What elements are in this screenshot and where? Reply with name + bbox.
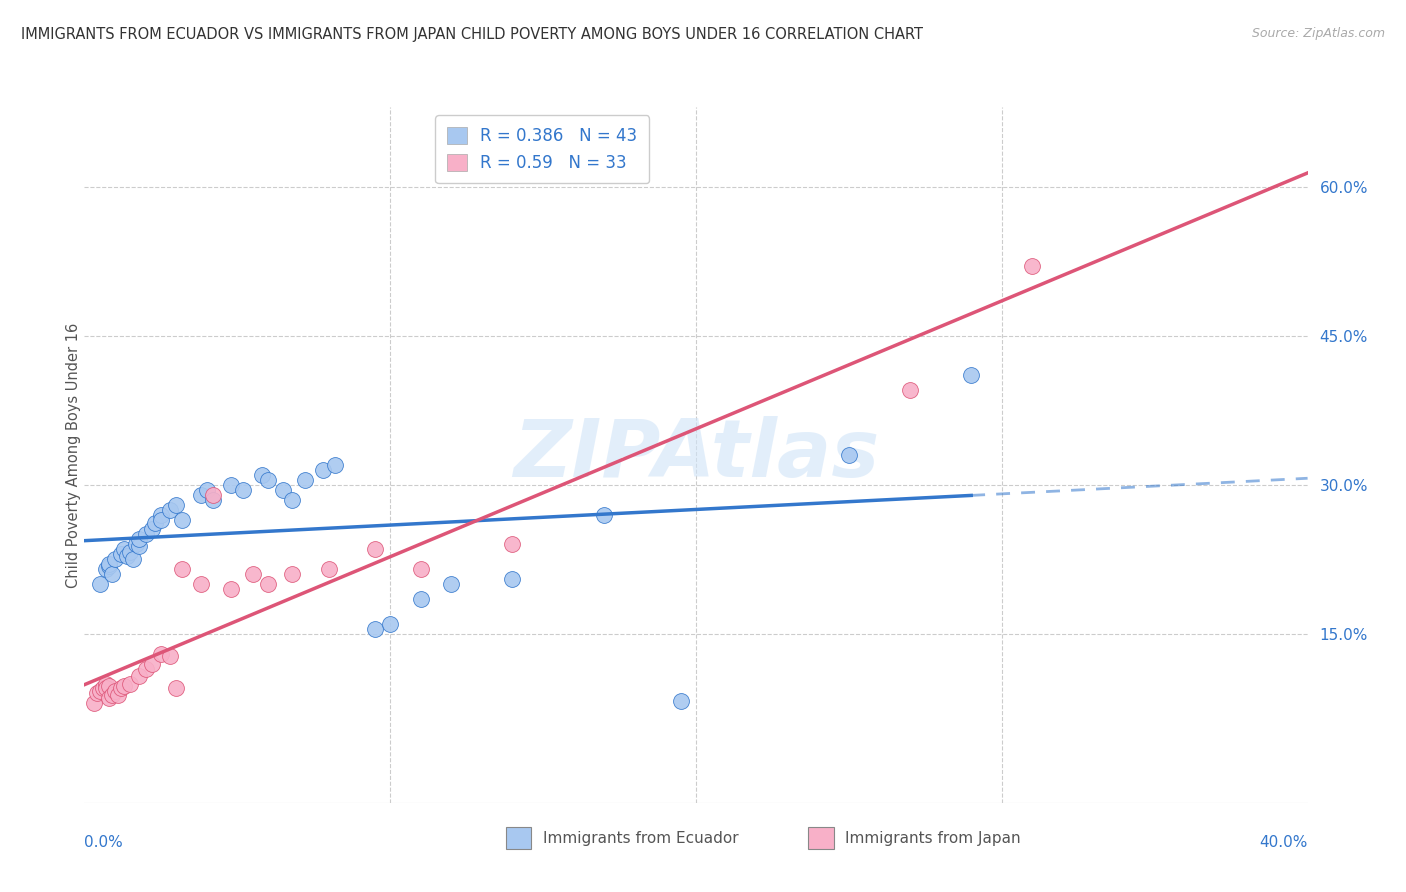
Point: [110, 547, 132, 561]
Text: Immigrants from Ecuador: Immigrants from Ecuador: [543, 831, 738, 846]
Point: [110, 681, 132, 696]
Point: [364, 542, 387, 557]
Point: [380, 616, 402, 631]
Point: [97, 558, 120, 572]
Point: [112, 542, 135, 557]
Point: [165, 681, 187, 696]
Text: 0.0%: 0.0%: [84, 836, 124, 850]
Point: [281, 567, 304, 582]
Point: [294, 473, 316, 487]
Point: [281, 492, 304, 507]
Point: [323, 458, 346, 472]
Point: [97, 691, 120, 706]
Point: [86, 686, 108, 700]
Point: [94, 562, 117, 576]
Point: [172, 562, 194, 576]
Point: [125, 537, 148, 551]
Legend: R = 0.386   N = 43, R = 0.59   N = 33: R = 0.386 N = 43, R = 0.59 N = 33: [436, 115, 650, 184]
Point: [89, 577, 111, 591]
Text: IMMIGRANTS FROM ECUADOR VS IMMIGRANTS FROM JAPAN CHILD POVERTY AMONG BOYS UNDER : IMMIGRANTS FROM ECUADOR VS IMMIGRANTS FR…: [21, 27, 924, 42]
Point: [83, 697, 105, 711]
Point: [141, 523, 163, 537]
Point: [128, 540, 150, 554]
Point: [91, 681, 114, 696]
Point: [135, 662, 157, 676]
Point: [141, 657, 163, 671]
Point: [409, 592, 432, 607]
Point: [97, 559, 120, 574]
Point: [94, 681, 117, 696]
Point: [101, 567, 124, 582]
Point: [149, 647, 172, 661]
Point: [669, 694, 692, 708]
Point: [219, 477, 242, 491]
Point: [120, 676, 142, 690]
Point: [195, 483, 218, 497]
Point: [593, 508, 616, 522]
Point: [159, 502, 181, 516]
Point: [128, 668, 150, 682]
Point: [257, 577, 280, 591]
Point: [201, 492, 224, 507]
Point: [128, 533, 150, 547]
Point: [104, 684, 127, 698]
Point: [440, 577, 463, 591]
Point: [115, 549, 138, 564]
Point: [232, 483, 254, 497]
Point: [101, 689, 124, 703]
Point: [318, 562, 340, 576]
Point: [502, 537, 524, 551]
Text: 40.0%: 40.0%: [1260, 836, 1308, 850]
Y-axis label: Child Poverty Among Boys Under 16: Child Poverty Among Boys Under 16: [66, 322, 80, 588]
Point: [122, 552, 145, 566]
Text: Source: ZipAtlas.com: Source: ZipAtlas.com: [1251, 27, 1385, 40]
Point: [120, 545, 142, 559]
Point: [143, 516, 166, 530]
Point: [960, 368, 983, 383]
Point: [112, 679, 135, 693]
Point: [159, 648, 181, 663]
Point: [149, 512, 172, 526]
Point: [201, 488, 224, 502]
Point: [250, 467, 273, 482]
Point: [190, 577, 212, 591]
Point: [94, 676, 117, 690]
Point: [257, 473, 280, 487]
Point: [172, 512, 194, 526]
Point: [364, 622, 387, 636]
Point: [1021, 259, 1043, 273]
Point: [312, 463, 335, 477]
Point: [104, 552, 127, 566]
Point: [409, 562, 432, 576]
Point: [165, 498, 187, 512]
Point: [97, 679, 120, 693]
Point: [219, 582, 242, 596]
Point: [502, 572, 524, 586]
Point: [898, 384, 921, 398]
Text: Immigrants from Japan: Immigrants from Japan: [845, 831, 1021, 846]
Point: [89, 684, 111, 698]
Point: [149, 508, 172, 522]
Point: [838, 448, 860, 462]
Point: [190, 488, 212, 502]
Point: [135, 527, 157, 541]
Text: ZIPAtlas: ZIPAtlas: [513, 416, 879, 494]
Point: [107, 689, 129, 703]
Point: [271, 483, 294, 497]
Point: [242, 567, 264, 582]
